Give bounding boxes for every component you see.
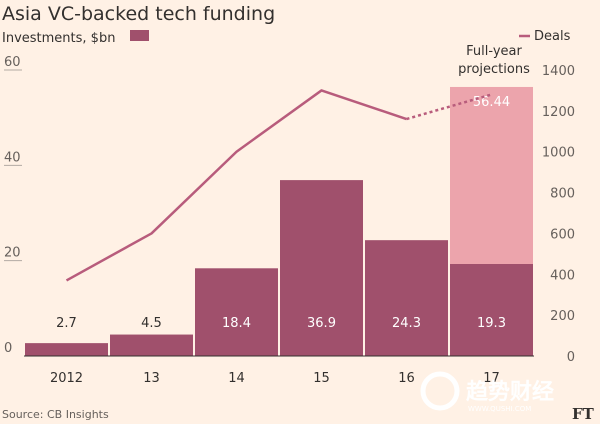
watermark-name: 趋势财经 <box>466 379 554 405</box>
right-axis-tick-600: 600 <box>550 227 575 242</box>
bar-label-17: 19.3 <box>477 316 506 331</box>
deals-line <box>65 89 407 282</box>
deals-projection-line <box>406 93 492 121</box>
bar-label-14: 18.4 <box>222 316 251 331</box>
ft-brand-mark: FT <box>572 405 595 423</box>
x-tick-15: 15 <box>313 371 330 386</box>
annotation-line-2: projections <box>458 62 530 77</box>
bar-15 <box>280 180 363 356</box>
watermark-icon <box>420 371 460 411</box>
right-axis-tick-0: 0 <box>567 350 575 365</box>
chart-title: Asia VC-backed tech funding <box>2 3 275 25</box>
right-axis-tick-200: 200 <box>550 309 575 324</box>
bar-label-15: 36.9 <box>307 316 336 331</box>
bar-16 <box>365 240 448 356</box>
right-axis-tick-400: 400 <box>550 268 575 283</box>
right-axis-legend-label: Deals <box>534 29 571 44</box>
left-axis-tick-0: 0 <box>4 341 12 356</box>
bar-label-16: 24.3 <box>392 316 421 331</box>
legend-swatch-investments <box>130 30 149 41</box>
projection-label: 56.44 <box>473 95 510 110</box>
x-tick-16: 16 <box>398 371 415 386</box>
right-axis-tick-1400: 1400 <box>542 64 575 79</box>
bar-label-13: 4.5 <box>141 316 162 331</box>
bar-14 <box>195 268 278 356</box>
left-axis-legend-label: Investments, $bn <box>2 31 115 46</box>
source-note: Source: CB Insights <box>2 408 109 421</box>
x-tick-17: 17 <box>483 371 500 386</box>
bar-13 <box>110 334 193 356</box>
left-axis-tick-20: 20 <box>4 246 21 261</box>
right-axis-tick-1200: 1200 <box>542 105 575 120</box>
left-axis-tick-60: 60 <box>4 55 21 70</box>
right-axis-tick-800: 800 <box>550 187 575 202</box>
bar-2012 <box>25 343 108 356</box>
left-axis-tick-40: 40 <box>4 150 21 165</box>
right-axis-tick-1000: 1000 <box>542 146 575 161</box>
watermark-url: WWW.QUSHI.COM <box>468 405 531 413</box>
bar-label-2012: 2.7 <box>56 316 77 331</box>
watermark-logo: 趋势财经 WWW.QUSHI.COM <box>420 371 554 413</box>
bar-17 <box>450 264 533 356</box>
x-tick-14: 14 <box>228 371 245 386</box>
annotation-line-1: Full-year <box>466 44 522 59</box>
x-tick-2012: 2012 <box>50 371 83 386</box>
x-tick-13: 13 <box>143 371 160 386</box>
